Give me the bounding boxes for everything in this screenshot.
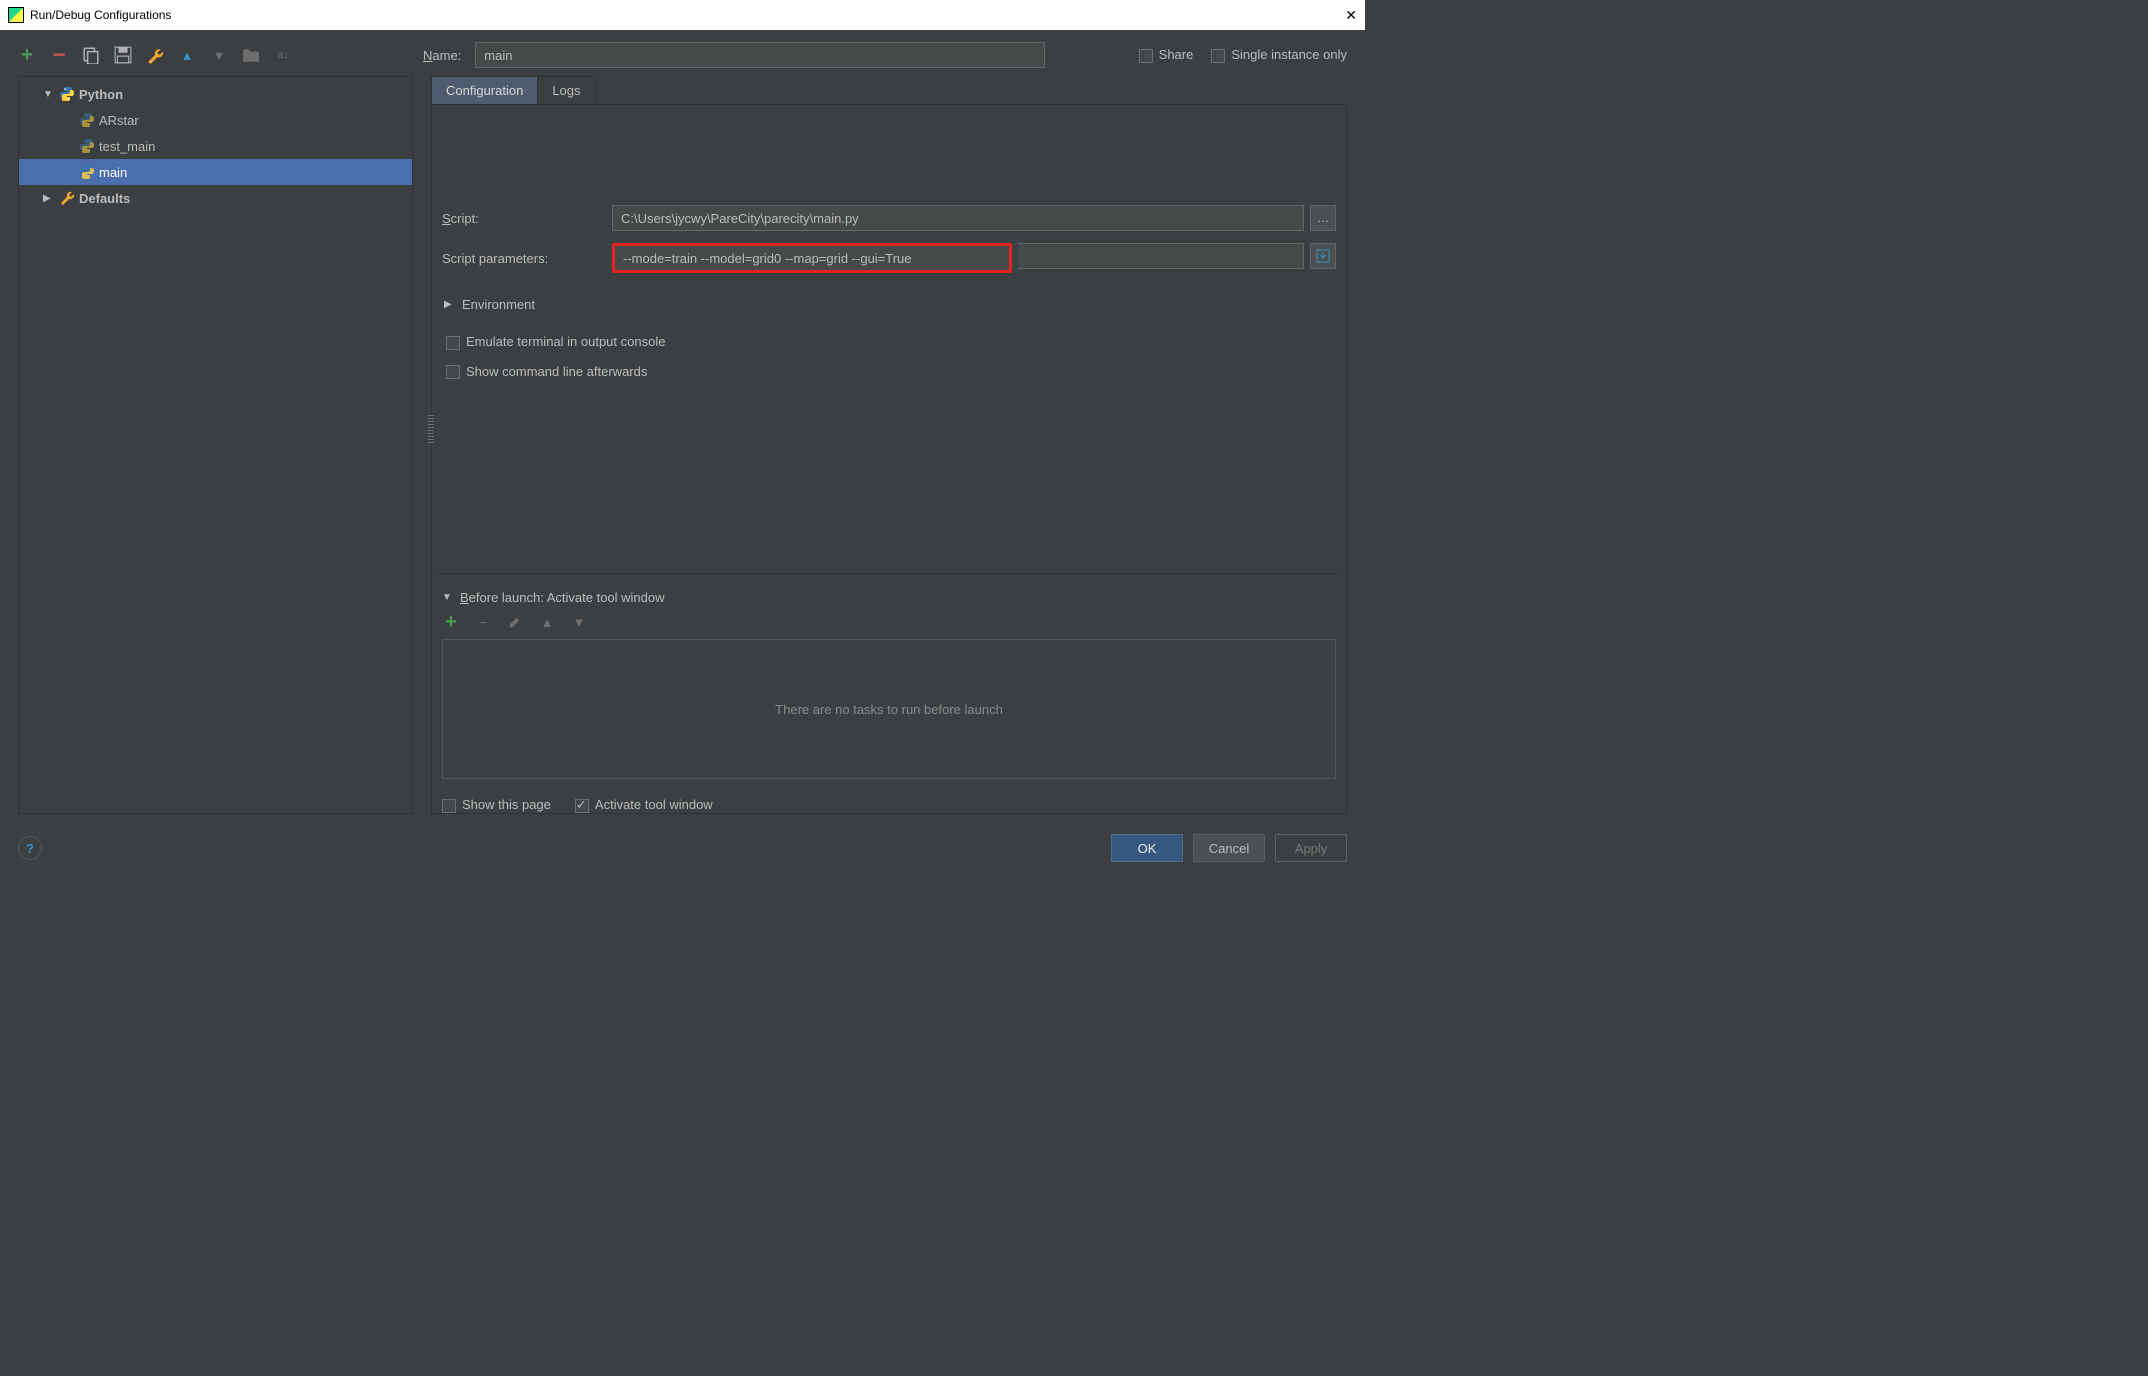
tab-logs[interactable]: Logs	[537, 76, 595, 104]
folder-button[interactable]	[242, 46, 260, 64]
task-empty-text: There are no tasks to run before launch	[775, 702, 1003, 717]
share-checkbox[interactable]: Share	[1139, 47, 1194, 63]
close-icon[interactable]: ✕	[1317, 7, 1357, 24]
tab-configuration[interactable]: Configuration	[431, 76, 538, 104]
script-path-input[interactable]	[612, 205, 1304, 231]
script-params-input[interactable]	[615, 246, 1009, 270]
tab-label: Logs	[552, 83, 580, 98]
splitter-grip[interactable]	[428, 415, 434, 443]
tree-item-label: main	[99, 165, 127, 180]
browse-script-button[interactable]: …	[1310, 205, 1336, 231]
wrench-icon	[59, 189, 75, 208]
apply-button: Apply	[1275, 834, 1347, 862]
help-button[interactable]: ?	[18, 836, 42, 860]
params-input-ext[interactable]	[1018, 243, 1304, 269]
remove-task-button: −	[474, 613, 492, 631]
copy-config-button[interactable]	[82, 46, 100, 64]
before-launch-toolbar: + − ▲ ▼	[442, 613, 1336, 631]
sidebar-toolbar: + − ▲ ▼ a↓	[18, 46, 413, 64]
edit-task-button	[506, 613, 524, 631]
tree-item-label: test_main	[99, 139, 155, 154]
remove-config-button[interactable]: −	[50, 46, 68, 64]
params-label: Script parameters:	[442, 251, 602, 266]
move-down-button: ▼	[210, 46, 228, 64]
edit-defaults-button[interactable]	[146, 46, 164, 64]
environment-section[interactable]: ▶ Environment	[442, 293, 1336, 316]
tree-label: Defaults	[79, 191, 130, 206]
python-icon	[59, 86, 75, 102]
tree-item-main[interactable]: main	[19, 159, 412, 185]
tree-item-testmain[interactable]: test_main	[19, 133, 412, 159]
task-list: There are no tasks to run before launch	[442, 639, 1336, 779]
show-page-checkbox[interactable]: Show this page	[442, 797, 551, 813]
cancel-button[interactable]: Cancel	[1193, 834, 1265, 862]
tree-label: Python	[79, 87, 123, 102]
before-launch-label: Before launch: Activate tool window	[460, 590, 665, 605]
params-highlight	[612, 243, 1012, 273]
python-icon	[79, 138, 95, 154]
task-down-button: ▼	[570, 613, 588, 631]
add-config-button[interactable]: +	[18, 46, 36, 64]
show-cmd-checkbox[interactable]: Show command line afterwards	[446, 364, 1336, 380]
emulate-terminal-checkbox[interactable]: Emulate terminal in output console	[446, 334, 1336, 350]
show-page-label: Show this page	[462, 797, 551, 812]
tree-item-label: ARstar	[99, 113, 139, 128]
window-title: Run/Debug Configurations	[30, 8, 171, 22]
name-label: Name:	[423, 48, 461, 63]
button-label: Cancel	[1209, 841, 1249, 856]
share-label: Share	[1159, 47, 1194, 62]
tree-item-arstar[interactable]: ARstar	[19, 107, 412, 133]
app-icon	[8, 7, 24, 23]
chevron-down-icon: ▼	[43, 89, 55, 100]
tree-node-python[interactable]: ▼ Python	[19, 81, 412, 107]
button-label: OK	[1138, 841, 1157, 856]
chevron-right-icon: ▶	[43, 193, 55, 204]
emulate-label: Emulate terminal in output console	[466, 334, 665, 349]
script-label: Script:	[442, 211, 602, 226]
python-icon	[79, 112, 95, 128]
ok-button[interactable]: OK	[1111, 834, 1183, 862]
task-up-button: ▲	[538, 613, 556, 631]
name-input[interactable]	[475, 42, 1045, 68]
single-instance-checkbox[interactable]: Single instance only	[1211, 47, 1347, 63]
add-task-button[interactable]: +	[442, 613, 460, 631]
chevron-right-icon: ▶	[444, 299, 456, 310]
config-tree: ▼ Python ARstar	[18, 76, 413, 814]
titlebar: Run/Debug Configurations ✕	[0, 0, 1365, 30]
expand-params-button[interactable]	[1310, 243, 1336, 269]
tab-label: Configuration	[446, 83, 523, 98]
sort-button[interactable]: a↓	[274, 46, 292, 64]
save-config-button[interactable]	[114, 46, 132, 64]
tree-node-defaults[interactable]: ▶ Defaults	[19, 185, 412, 211]
button-label: Apply	[1295, 841, 1328, 856]
move-up-button[interactable]: ▲	[178, 46, 196, 64]
tabs: Configuration Logs	[431, 76, 1347, 105]
python-icon	[79, 164, 95, 180]
single-instance-label: Single instance only	[1231, 47, 1347, 62]
before-launch-header[interactable]: ▼ Before launch: Activate tool window	[442, 590, 1336, 605]
environment-label: Environment	[462, 297, 535, 312]
activate-window-checkbox[interactable]: Activate tool window	[575, 797, 713, 813]
show-cmd-label: Show command line afterwards	[466, 364, 647, 379]
chevron-down-icon: ▼	[442, 592, 454, 603]
activate-label: Activate tool window	[595, 797, 713, 812]
